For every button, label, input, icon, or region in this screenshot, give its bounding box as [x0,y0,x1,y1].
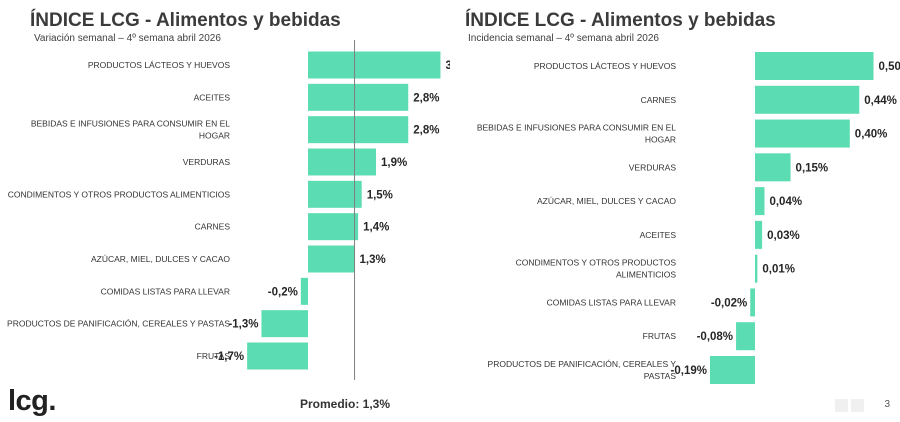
left-bar-8 [300,277,308,305]
left-data-label-8: -0,2% [268,286,298,298]
right-bar-7 [755,254,758,283]
left-category-label-3: BEBIDAS E INFUSIONES PARA CONSUMIR EN EL… [31,119,230,141]
right-category-label-5: AZÚCAR, MIEL, DULCES Y CACAO [537,196,676,206]
right-category-label-10: PRODUCTOS DE PANIFICACIÓN, CEREALES Y PAS… [488,359,677,381]
left-bar-3 [308,116,409,144]
left-bar-7 [308,245,355,273]
left-data-label-4: 1,9% [381,157,407,169]
right-chart-title: ÍNDICE LCG - Alimentos y bebidas [465,10,776,31]
right-category-label-3: BEBIDAS E INFUSIONES PARA CONSUMIR EN EL… [477,123,676,145]
left-chart-subtitle: Variación semanal – 4º semana abril 2026 [34,33,221,44]
right-bar-2 [755,85,860,114]
left-data-label-3: 2,8% [413,125,439,137]
right-bar-10 [709,356,755,384]
right-data-label-3: 0,40% [855,129,888,141]
nav-square-1[interactable] [835,399,848,412]
page-number: 3 [884,399,890,410]
left-bar-4 [308,148,377,176]
right-data-label-7: 0,01% [762,264,795,276]
left-category-label-2: ACEITES [194,92,231,102]
left-data-label-2: 2,8% [413,92,439,104]
left-bar-10 [247,342,308,370]
right-data-label-5: 0,04% [769,196,802,208]
left-category-label-7: AZÚCAR, MIEL, DULCES Y CACAO [91,254,230,264]
right-bar-9 [736,322,755,351]
right-bar-3 [755,119,850,148]
right-category-label-7: CONDIMENTOS Y OTROS PRODUCTOS ALIMENTICIO… [516,258,677,280]
left-bar-9 [261,310,308,338]
right-bar-6 [755,220,763,249]
slide-nav[interactable] [835,399,864,412]
right-data-label-1: 0,50% [879,61,900,73]
right-bar-4 [755,153,791,182]
right-data-label-8: -0,02% [711,297,747,309]
left-data-label-7: 1,3% [360,254,386,266]
left-data-label-10: -1,7% [214,351,244,363]
right-category-label-4: VERDURAS [629,162,677,172]
right-category-label-1: PRODUCTOS LÁCTEOS Y HUEVOS [534,61,677,71]
right-bar-1 [755,52,874,80]
left-category-label-8: COMIDAS LISTAS PARA LLEVAR [101,286,230,296]
right-data-label-4: 0,15% [796,162,829,174]
left-bar-chart: 3,7% PRODUCTOS LÁCTEOS Y HUEVOS 2,8% ACEITE… [7,40,450,380]
right-data-label-9: -0,08% [697,331,733,343]
left-data-label-6: 1,4% [363,222,389,234]
left-category-label-1: PRODUCTOS LÁCTEOS Y HUEVOS [88,60,231,70]
left-bar-1 [308,51,441,79]
left-bar-5 [308,180,362,208]
right-category-label-8: COMIDAS LISTAS PARA LLEVAR [547,297,676,307]
right-bar-8 [750,288,755,317]
left-data-label-5: 1,5% [367,189,393,201]
left-data-label-9: -1,3% [228,319,258,331]
left-chart-title: ÍNDICE LCG - Alimentos y bebidas [30,10,341,31]
lcg-logo: lcg. [8,385,56,417]
right-chart-subtitle: Incidencia semanal – 4º semana abril 202… [468,33,659,44]
right-category-label-9: FRUTAS [643,331,677,341]
left-category-label-6: CARNES [195,222,231,232]
right-category-label-2: CARNES [641,95,677,105]
left-category-label-9: PRODUCTOS DE PANIFICACIÓN, CEREALES Y PA… [7,319,230,329]
average-note: Promedio: 1,3% [300,397,391,411]
left-data-label-1: 3,7% [445,60,450,72]
left-category-label-5: CONDIMENTOS Y OTROS PRODUCTOS ALIMENTICI… [8,189,231,199]
left-category-label-4: VERDURAS [183,157,231,167]
left-bar-6 [308,213,359,241]
right-bar-5 [755,187,765,216]
right-category-label-6: ACEITES [640,230,677,240]
left-bar-2 [308,83,409,111]
right-data-label-2: 0,44% [864,95,897,107]
left-category-label-10: FRUTAS [197,351,231,361]
right-data-label-10: -0,19% [671,365,707,377]
right-data-label-6: 0,03% [767,230,800,242]
nav-square-2[interactable] [851,399,864,412]
